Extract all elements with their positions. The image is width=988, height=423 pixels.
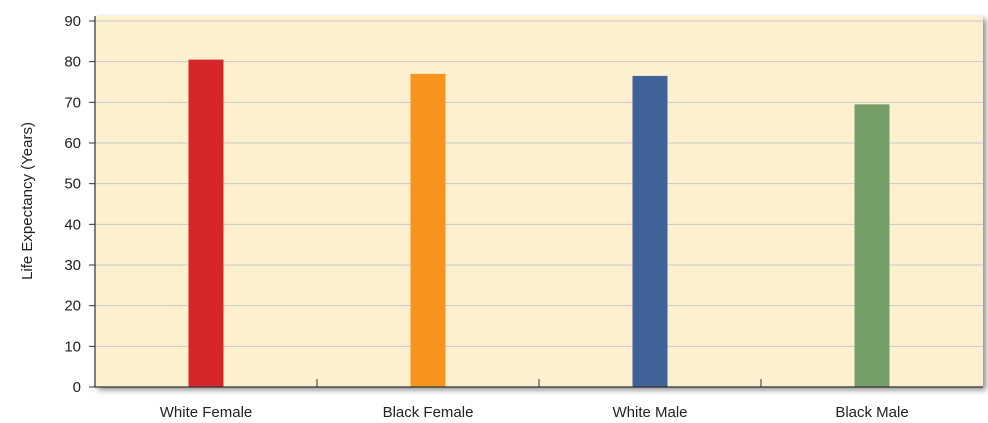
x-category-label: Black Male <box>835 404 908 421</box>
y-tick-label: 60 <box>64 135 81 152</box>
y-tick-label: 10 <box>64 338 81 355</box>
y-tick-labels: 0 10 20 30 40 50 60 70 80 90 <box>64 13 81 396</box>
plot-area <box>95 16 983 387</box>
grid-lines <box>95 20 983 347</box>
x-category-label: White Female <box>160 404 253 421</box>
y-tick-label: 40 <box>64 216 81 233</box>
x-category-label: White Male <box>612 404 687 421</box>
y-tick-label: 90 <box>64 13 81 30</box>
bar-black-male <box>854 104 890 387</box>
y-tick-label: 70 <box>64 94 81 111</box>
x-category-labels: White Female Black Female White Male Black … <box>160 404 909 421</box>
bar-black-female <box>410 73 446 387</box>
x-category-label: Black Female <box>383 404 474 421</box>
y-tick-label: 30 <box>64 257 81 274</box>
y-tick-label: 80 <box>64 54 81 71</box>
y-tick-label: 20 <box>64 298 81 315</box>
bars <box>188 59 890 388</box>
y-tick-label: 0 <box>73 379 81 396</box>
y-tick-label: 50 <box>64 176 81 193</box>
y-axis-label: Life Expectancy (Years) <box>19 122 36 280</box>
bar-white-male <box>632 75 668 388</box>
bar-white-female <box>188 59 224 388</box>
axes <box>89 16 983 388</box>
